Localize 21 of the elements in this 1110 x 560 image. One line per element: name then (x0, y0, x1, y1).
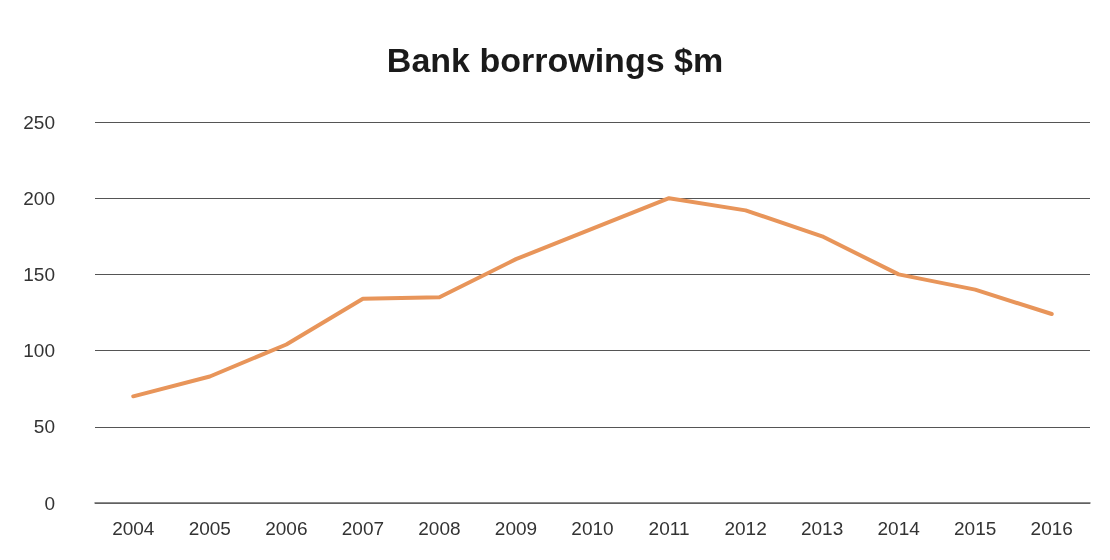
x-tick-label: 2011 (648, 518, 690, 539)
chart-title: Bank borrowings $m (386, 41, 724, 79)
x-tick-label: 2006 (265, 518, 308, 539)
x-tick-label: 2010 (571, 518, 614, 539)
x-tick-label: 2016 (1030, 518, 1073, 539)
x-tick-label: 2009 (494, 518, 538, 539)
x-tick-label: 2014 (877, 518, 921, 539)
y-tick-label: 50 (33, 416, 55, 438)
x-tick-label: 2008 (418, 518, 461, 539)
x-tick-label: 2007 (341, 518, 385, 539)
x-tick-label: 2012 (724, 518, 767, 539)
x-tick-label: 2005 (188, 518, 231, 539)
x-tick-label: 2004 (112, 518, 155, 539)
y-tick-label: 250 (23, 111, 55, 133)
x-tick-label: 2015 (954, 518, 997, 539)
x-tick-label: 2013 (800, 518, 844, 539)
y-tick-label: 200 (23, 187, 55, 209)
y-tick-label: 150 (23, 263, 55, 285)
y-tick-label: 100 (23, 340, 55, 362)
line-series (131, 196, 1054, 399)
y-tick-label: 0 (44, 492, 55, 514)
